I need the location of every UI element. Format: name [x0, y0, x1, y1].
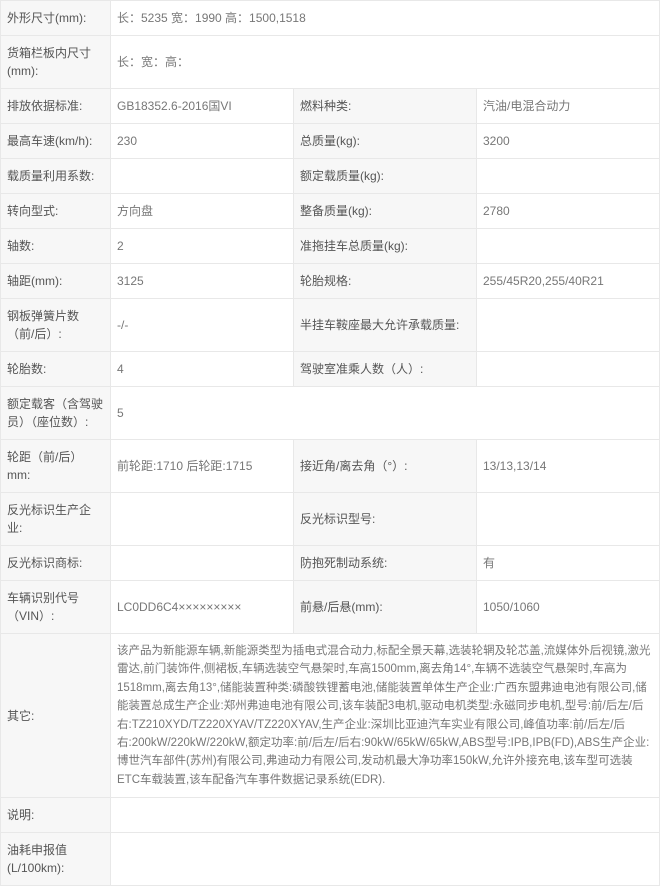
- row-label-a-12: 反光标识生产企业:: [1, 493, 111, 546]
- table-row: 轮距（前/后）mm:前轮距:1710 后轮距:1715接近角/离去角（°）:13…: [1, 440, 660, 493]
- row-value-b-14: 1050/1060: [477, 581, 660, 634]
- row-label-b-6: 准拖挂车总质量(kg):: [294, 229, 477, 264]
- row-value-a-13: [111, 546, 294, 581]
- table-row: 反光标识生产企业: 反光标识型号:: [1, 493, 660, 546]
- row-label-b-7: 轮胎规格:: [294, 264, 477, 299]
- row-value-b-8: [477, 299, 660, 352]
- table-row: 最高车速(km/h):230总质量(kg):3200: [1, 124, 660, 159]
- table-row: 外形尺寸(mm):长：5235 宽：1990 高：1500,1518: [1, 1, 660, 36]
- row-label-b-14: 前悬/后悬(mm):: [294, 581, 477, 634]
- row-value-a-3: 230: [111, 124, 294, 159]
- row-value-b-3: 3200: [477, 124, 660, 159]
- row-label-a-11: 轮距（前/后）mm:: [1, 440, 111, 493]
- row-value-10: 5: [111, 387, 660, 440]
- row-value-0: 长：5235 宽：1990 高：1500,1518: [111, 1, 660, 36]
- table-row: 额定载客（含驾驶员）（座位数）:5: [1, 387, 660, 440]
- row-label-a-6: 轴数:: [1, 229, 111, 264]
- row-label-b-9: 驾驶室准乘人数（人）:: [294, 352, 477, 387]
- row-label-a-14: 车辆识别代号（VIN）:: [1, 581, 111, 634]
- row-label-a-13: 反光标识商标:: [1, 546, 111, 581]
- row-label-a-4: 载质量利用系数:: [1, 159, 111, 194]
- row-value-a-9: 4: [111, 352, 294, 387]
- row-value-b-7: 255/45R20,255/40R21: [477, 264, 660, 299]
- row-value-15: 该产品为新能源车辆,新能源类型为插电式混合动力,标配全景天幕,选装轮辋及轮芯盖,…: [111, 634, 660, 798]
- row-label-16: 说明:: [1, 798, 111, 833]
- row-value-1: 长：宽：高：: [111, 36, 660, 89]
- row-value-a-14: LC0DD6C4×××××××××: [111, 581, 294, 634]
- row-value-b-13: 有: [477, 546, 660, 581]
- table-row: 轴距(mm):3125轮胎规格:255/45R20,255/40R21: [1, 264, 660, 299]
- row-value-16: [111, 798, 660, 833]
- row-label-b-5: 整备质量(kg):: [294, 194, 477, 229]
- row-value-a-2: GB18352.6-2016国VI: [111, 89, 294, 124]
- table-row: 反光标识商标: 防抱死制动系统:有: [1, 546, 660, 581]
- table-row: 说明:: [1, 798, 660, 833]
- table-row: 车辆识别代号（VIN）:LC0DD6C4×××××××××前悬/后悬(mm):1…: [1, 581, 660, 634]
- row-value-a-8: -/-: [111, 299, 294, 352]
- row-value-a-4: [111, 159, 294, 194]
- table-row: 排放依据标准:GB18352.6-2016国VI燃料种类:汽油/电混合动力: [1, 89, 660, 124]
- spec-table: 外形尺寸(mm):长：5235 宽：1990 高：1500,1518货箱栏板内尺…: [0, 0, 660, 886]
- row-label-a-5: 转向型式:: [1, 194, 111, 229]
- row-label-10: 额定载客（含驾驶员）（座位数）:: [1, 387, 111, 440]
- row-label-b-12: 反光标识型号:: [294, 493, 477, 546]
- row-label-a-2: 排放依据标准:: [1, 89, 111, 124]
- row-label-a-7: 轴距(mm):: [1, 264, 111, 299]
- row-value-b-6: [477, 229, 660, 264]
- row-label-17: 油耗申报值(L/100km):: [1, 833, 111, 886]
- table-row: 油耗申报值(L/100km):: [1, 833, 660, 886]
- row-value-a-7: 3125: [111, 264, 294, 299]
- table-row: 轮胎数:4驾驶室准乘人数（人）:: [1, 352, 660, 387]
- row-value-17: [111, 833, 660, 886]
- table-row: 载质量利用系数: 额定载质量(kg):: [1, 159, 660, 194]
- row-value-a-11: 前轮距:1710 后轮距:1715: [111, 440, 294, 493]
- row-value-a-12: [111, 493, 294, 546]
- row-value-a-5: 方向盘: [111, 194, 294, 229]
- table-row: 货箱栏板内尺寸(mm):长：宽：高：: [1, 36, 660, 89]
- row-label-0: 外形尺寸(mm):: [1, 1, 111, 36]
- row-value-b-4: [477, 159, 660, 194]
- row-label-b-13: 防抱死制动系统:: [294, 546, 477, 581]
- row-label-b-2: 燃料种类:: [294, 89, 477, 124]
- row-label-a-8: 钢板弹簧片数（前/后）:: [1, 299, 111, 352]
- table-row: 轴数:2准拖挂车总质量(kg):: [1, 229, 660, 264]
- row-label-b-4: 额定载质量(kg):: [294, 159, 477, 194]
- row-value-b-12: [477, 493, 660, 546]
- row-label-a-9: 轮胎数:: [1, 352, 111, 387]
- row-label-a-3: 最高车速(km/h):: [1, 124, 111, 159]
- row-value-a-6: 2: [111, 229, 294, 264]
- row-label-b-8: 半挂车鞍座最大允许承载质量:: [294, 299, 477, 352]
- row-value-b-5: 2780: [477, 194, 660, 229]
- row-value-b-9: [477, 352, 660, 387]
- row-value-b-11: 13/13,13/14: [477, 440, 660, 493]
- table-row: 转向型式:方向盘整备质量(kg):2780: [1, 194, 660, 229]
- table-row: 其它:该产品为新能源车辆,新能源类型为插电式混合动力,标配全景天幕,选装轮辋及轮…: [1, 634, 660, 798]
- row-label-b-3: 总质量(kg):: [294, 124, 477, 159]
- table-row: 钢板弹簧片数（前/后）:-/-半挂车鞍座最大允许承载质量:: [1, 299, 660, 352]
- row-label-1: 货箱栏板内尺寸(mm):: [1, 36, 111, 89]
- row-label-15: 其它:: [1, 634, 111, 798]
- row-value-b-2: 汽油/电混合动力: [477, 89, 660, 124]
- row-label-b-11: 接近角/离去角（°）:: [294, 440, 477, 493]
